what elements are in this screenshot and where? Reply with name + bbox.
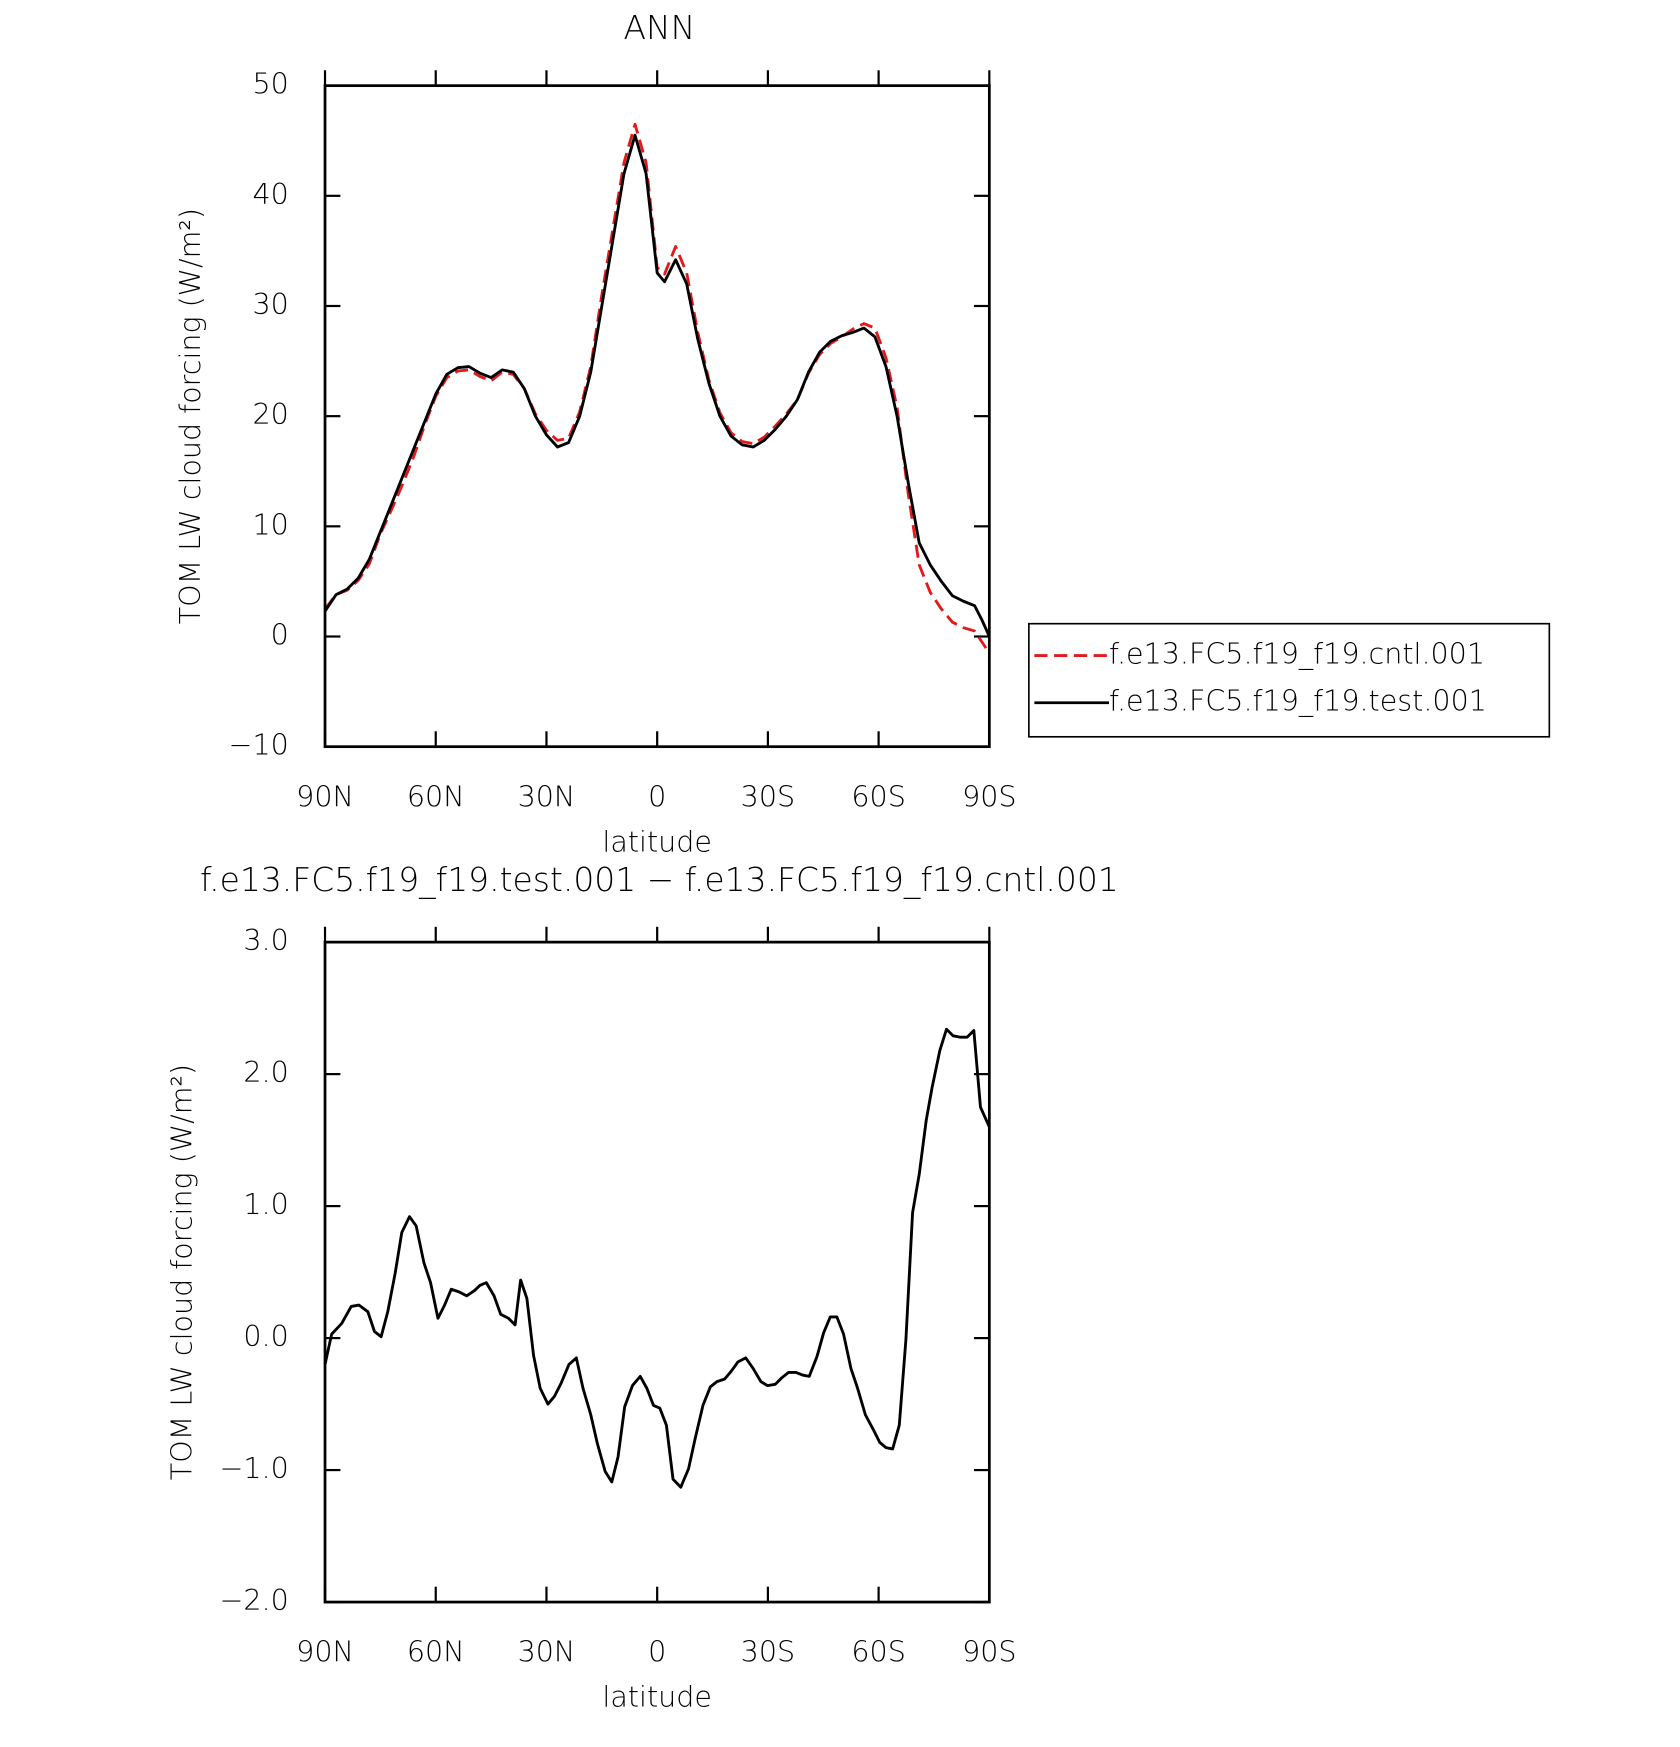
y-tick-label: 0: [271, 619, 289, 652]
y-tick-label: 3.0: [243, 924, 288, 957]
x-tick-label: 0: [648, 780, 666, 813]
x-tick-label: 30S: [741, 780, 795, 813]
y-tick-label: 30: [252, 288, 288, 321]
x-tick-label: 30N: [518, 780, 576, 813]
x-tick-label: 90N: [296, 780, 354, 813]
y-tick-label: 10: [252, 508, 288, 541]
y-tick-label: −2.0: [220, 1584, 289, 1617]
data-line: [323, 133, 991, 638]
x-tick-label: 60S: [851, 1636, 905, 1669]
y-tick-label: 20: [252, 398, 288, 431]
y-tick-label: 2.0: [243, 1056, 288, 1089]
legend-box: [1028, 622, 1551, 738]
x-tick-label: 90S: [962, 1636, 1016, 1669]
x-tick-label: 30S: [741, 1636, 795, 1669]
legend-label: f.e13.FC5.f19_f19.test.001: [1109, 685, 1487, 719]
x-axis-label: latitude: [602, 1681, 711, 1714]
x-tick-label: 0: [648, 1636, 666, 1669]
x-tick-label: 60N: [407, 1636, 465, 1669]
y-tick-label: 40: [252, 178, 288, 211]
y-tick-label: 50: [252, 68, 288, 101]
x-tick-label: 60S: [851, 780, 905, 813]
plot-frame: [323, 940, 991, 1604]
data-line: [323, 1027, 991, 1489]
y-tick-label: −10: [229, 729, 289, 762]
legend-label: f.e13.FC5.f19_f19.cntl.001: [1109, 638, 1485, 672]
chart-title: f.e13.FC5.f19_f19.test.001 − f.e13.FC5.f…: [200, 860, 1119, 900]
x-axis-label: latitude: [602, 825, 711, 858]
y-tick-label: 0.0: [243, 1320, 288, 1353]
chart-title: ANN: [623, 8, 695, 47]
x-tick-label: 90N: [296, 1636, 354, 1669]
plot-frame: [323, 84, 991, 749]
y-axis-label: TOM LW cloud forcing (W/m²): [174, 208, 207, 624]
x-tick-label: 60N: [407, 780, 465, 813]
y-tick-label: 1.0: [243, 1188, 288, 1221]
x-tick-label: 30N: [518, 1636, 576, 1669]
y-tick-label: −1.0: [220, 1452, 289, 1485]
y-axis-label: TOM LW cloud forcing (W/m²): [165, 1064, 198, 1480]
x-tick-label: 90S: [962, 780, 1016, 813]
